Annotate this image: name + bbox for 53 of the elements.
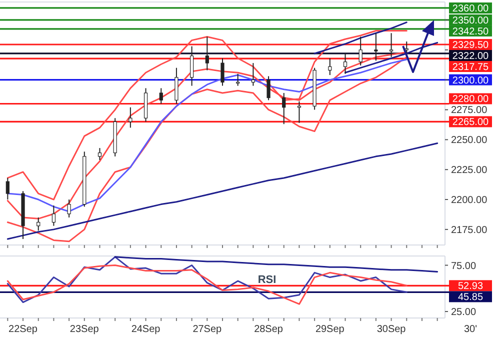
candlestick	[67, 199, 71, 218]
candlestick	[190, 46, 194, 86]
x-tick-label: 27Sep	[192, 324, 222, 335]
candlestick	[128, 106, 132, 128]
candlestick	[6, 177, 10, 200]
ref-line-label: 2342.50	[452, 26, 490, 38]
ref-line-label: 2300.00	[452, 75, 490, 86]
x-tick-label: 28Sep	[254, 324, 284, 335]
x-tick-label: 22Sep	[8, 324, 38, 335]
line-series	[6, 264, 408, 305]
ref-line-label: 2329.50	[452, 40, 490, 51]
ref-line-label: 45.85	[458, 292, 484, 304]
candlestick	[374, 32, 378, 62]
y-tick-label: 25.00	[451, 307, 476, 318]
ref-line-label: 2350.00	[452, 15, 490, 26]
y-tick-label: 2250.00	[451, 135, 488, 146]
candlestick	[282, 92, 286, 125]
y-tick-label: 2200.00	[451, 195, 488, 206]
candlestick	[358, 36, 362, 66]
text: RSI	[258, 274, 276, 286]
line-series	[344, 42, 438, 74]
candlestick	[236, 73, 240, 86]
line-series	[6, 142, 438, 240]
x-tick-label: 23Sep	[70, 324, 100, 335]
candlestick	[220, 58, 224, 86]
line-series	[6, 256, 408, 304]
candlestick	[52, 205, 56, 226]
candlestick	[159, 88, 163, 104]
ref-line-label: 52.93	[458, 281, 484, 292]
candlestick	[205, 36, 209, 71]
line-series	[314, 22, 408, 54]
ref-line-label: 2280.00	[452, 94, 490, 106]
y-tick-label: 2275.00	[451, 105, 488, 116]
x-tick-label: 29Sep	[315, 324, 345, 335]
ref-line-label: 2265.00	[452, 117, 490, 128]
x-tick-label: 24Sep	[131, 324, 161, 335]
candlestick	[389, 32, 394, 58]
candlestick	[266, 76, 270, 101]
x-axis-title: 30'	[464, 324, 478, 335]
ref-line-label: 2322.00	[452, 50, 490, 62]
candlestick	[174, 67, 178, 104]
y-tick-label: 2225.00	[451, 165, 488, 176]
legend-label: 2317.75	[452, 62, 490, 73]
candlestick	[36, 216, 40, 232]
y-tick-label: 2175.00	[451, 224, 488, 236]
candlestick	[328, 58, 332, 76]
candlestick	[251, 62, 255, 86]
ref-line-label: 2360.00	[452, 3, 490, 14]
candlestick	[98, 148, 102, 161]
candlestick	[343, 52, 348, 74]
line-series	[114, 256, 438, 272]
x-tick-label: 30Sep	[376, 324, 406, 335]
y-tick-label: 75.00	[451, 260, 476, 272]
